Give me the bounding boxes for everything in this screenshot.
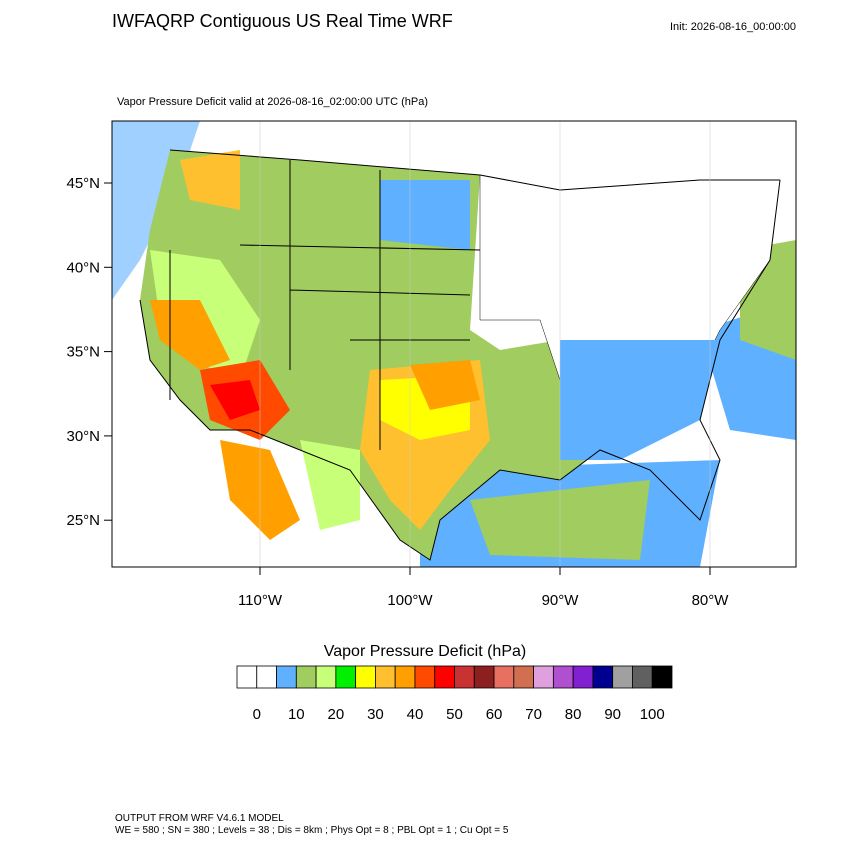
colorbar-swatch <box>414 665 436 689</box>
colorbar-label: 30 <box>367 706 384 723</box>
lat-label: 25°N <box>66 512 100 529</box>
colorbar-swatch <box>533 665 554 689</box>
colorbar-label: 80 <box>565 706 582 723</box>
footer-line: WE = 580 ; SN = 380 ; Levels = 38 ; Dis … <box>115 825 509 836</box>
footer-line: OUTPUT FROM WRF V4.6.1 MODEL <box>115 813 284 824</box>
colorbar-label: 0 <box>253 706 261 723</box>
colorbar-swatch <box>434 665 455 689</box>
colorbar-label: 60 <box>486 706 503 723</box>
colorbar-swatch <box>473 665 495 689</box>
lon-label: 100°W <box>387 592 433 609</box>
colorbar-label: 10 <box>288 706 305 723</box>
colorbar-swatch <box>513 665 534 689</box>
colorbar-label: 70 <box>525 706 542 723</box>
title: IWFAQRP Contiguous US Real Time WRF <box>112 11 453 31</box>
lat-label: 30°N <box>66 428 100 445</box>
colorbar-swatch <box>454 665 475 689</box>
colorbar-swatch <box>335 665 357 689</box>
colorbar-swatch <box>592 665 614 689</box>
colorbar-swatch <box>256 665 277 689</box>
colorbar-swatch <box>552 665 574 689</box>
subtitle: Vapor Pressure Deficit valid at 2026-08-… <box>117 96 428 108</box>
lon-label: 80°W <box>692 592 730 609</box>
init-time: Init: 2026-08-16_00:00:00 <box>670 21 796 33</box>
lat-label: 35°N <box>66 344 100 361</box>
lon-label: 110°W <box>238 592 283 609</box>
colorbar-swatch <box>355 665 376 689</box>
colorbar-label: 100 <box>640 706 665 723</box>
colorbar-swatch <box>632 665 653 689</box>
colorbar-label: 20 <box>328 706 345 723</box>
colorbar-label: 50 <box>446 706 463 723</box>
map <box>112 121 796 567</box>
colorbar-swatch <box>236 665 258 689</box>
colorbar-label: 90 <box>604 706 621 723</box>
colorbar-swatch <box>375 665 396 689</box>
lat-label: 40°N <box>66 259 100 276</box>
colorbar-swatch <box>315 665 337 689</box>
colorbar-swatch <box>493 665 515 689</box>
colorbar-swatch <box>276 665 297 689</box>
colorbar-title: Vapor Pressure Deficit (hPa) <box>324 643 526 660</box>
map-frame <box>111 120 797 568</box>
lon-label: 90°W <box>542 592 580 609</box>
colorbar-label: 40 <box>407 706 424 723</box>
colorbar-swatch <box>651 665 673 689</box>
lat-label: 45°N <box>66 175 100 192</box>
colorbar-swatch <box>394 665 416 689</box>
colorbar-swatch <box>295 665 317 689</box>
colorbar-swatch <box>612 665 633 689</box>
colorbar-swatch <box>572 665 594 689</box>
